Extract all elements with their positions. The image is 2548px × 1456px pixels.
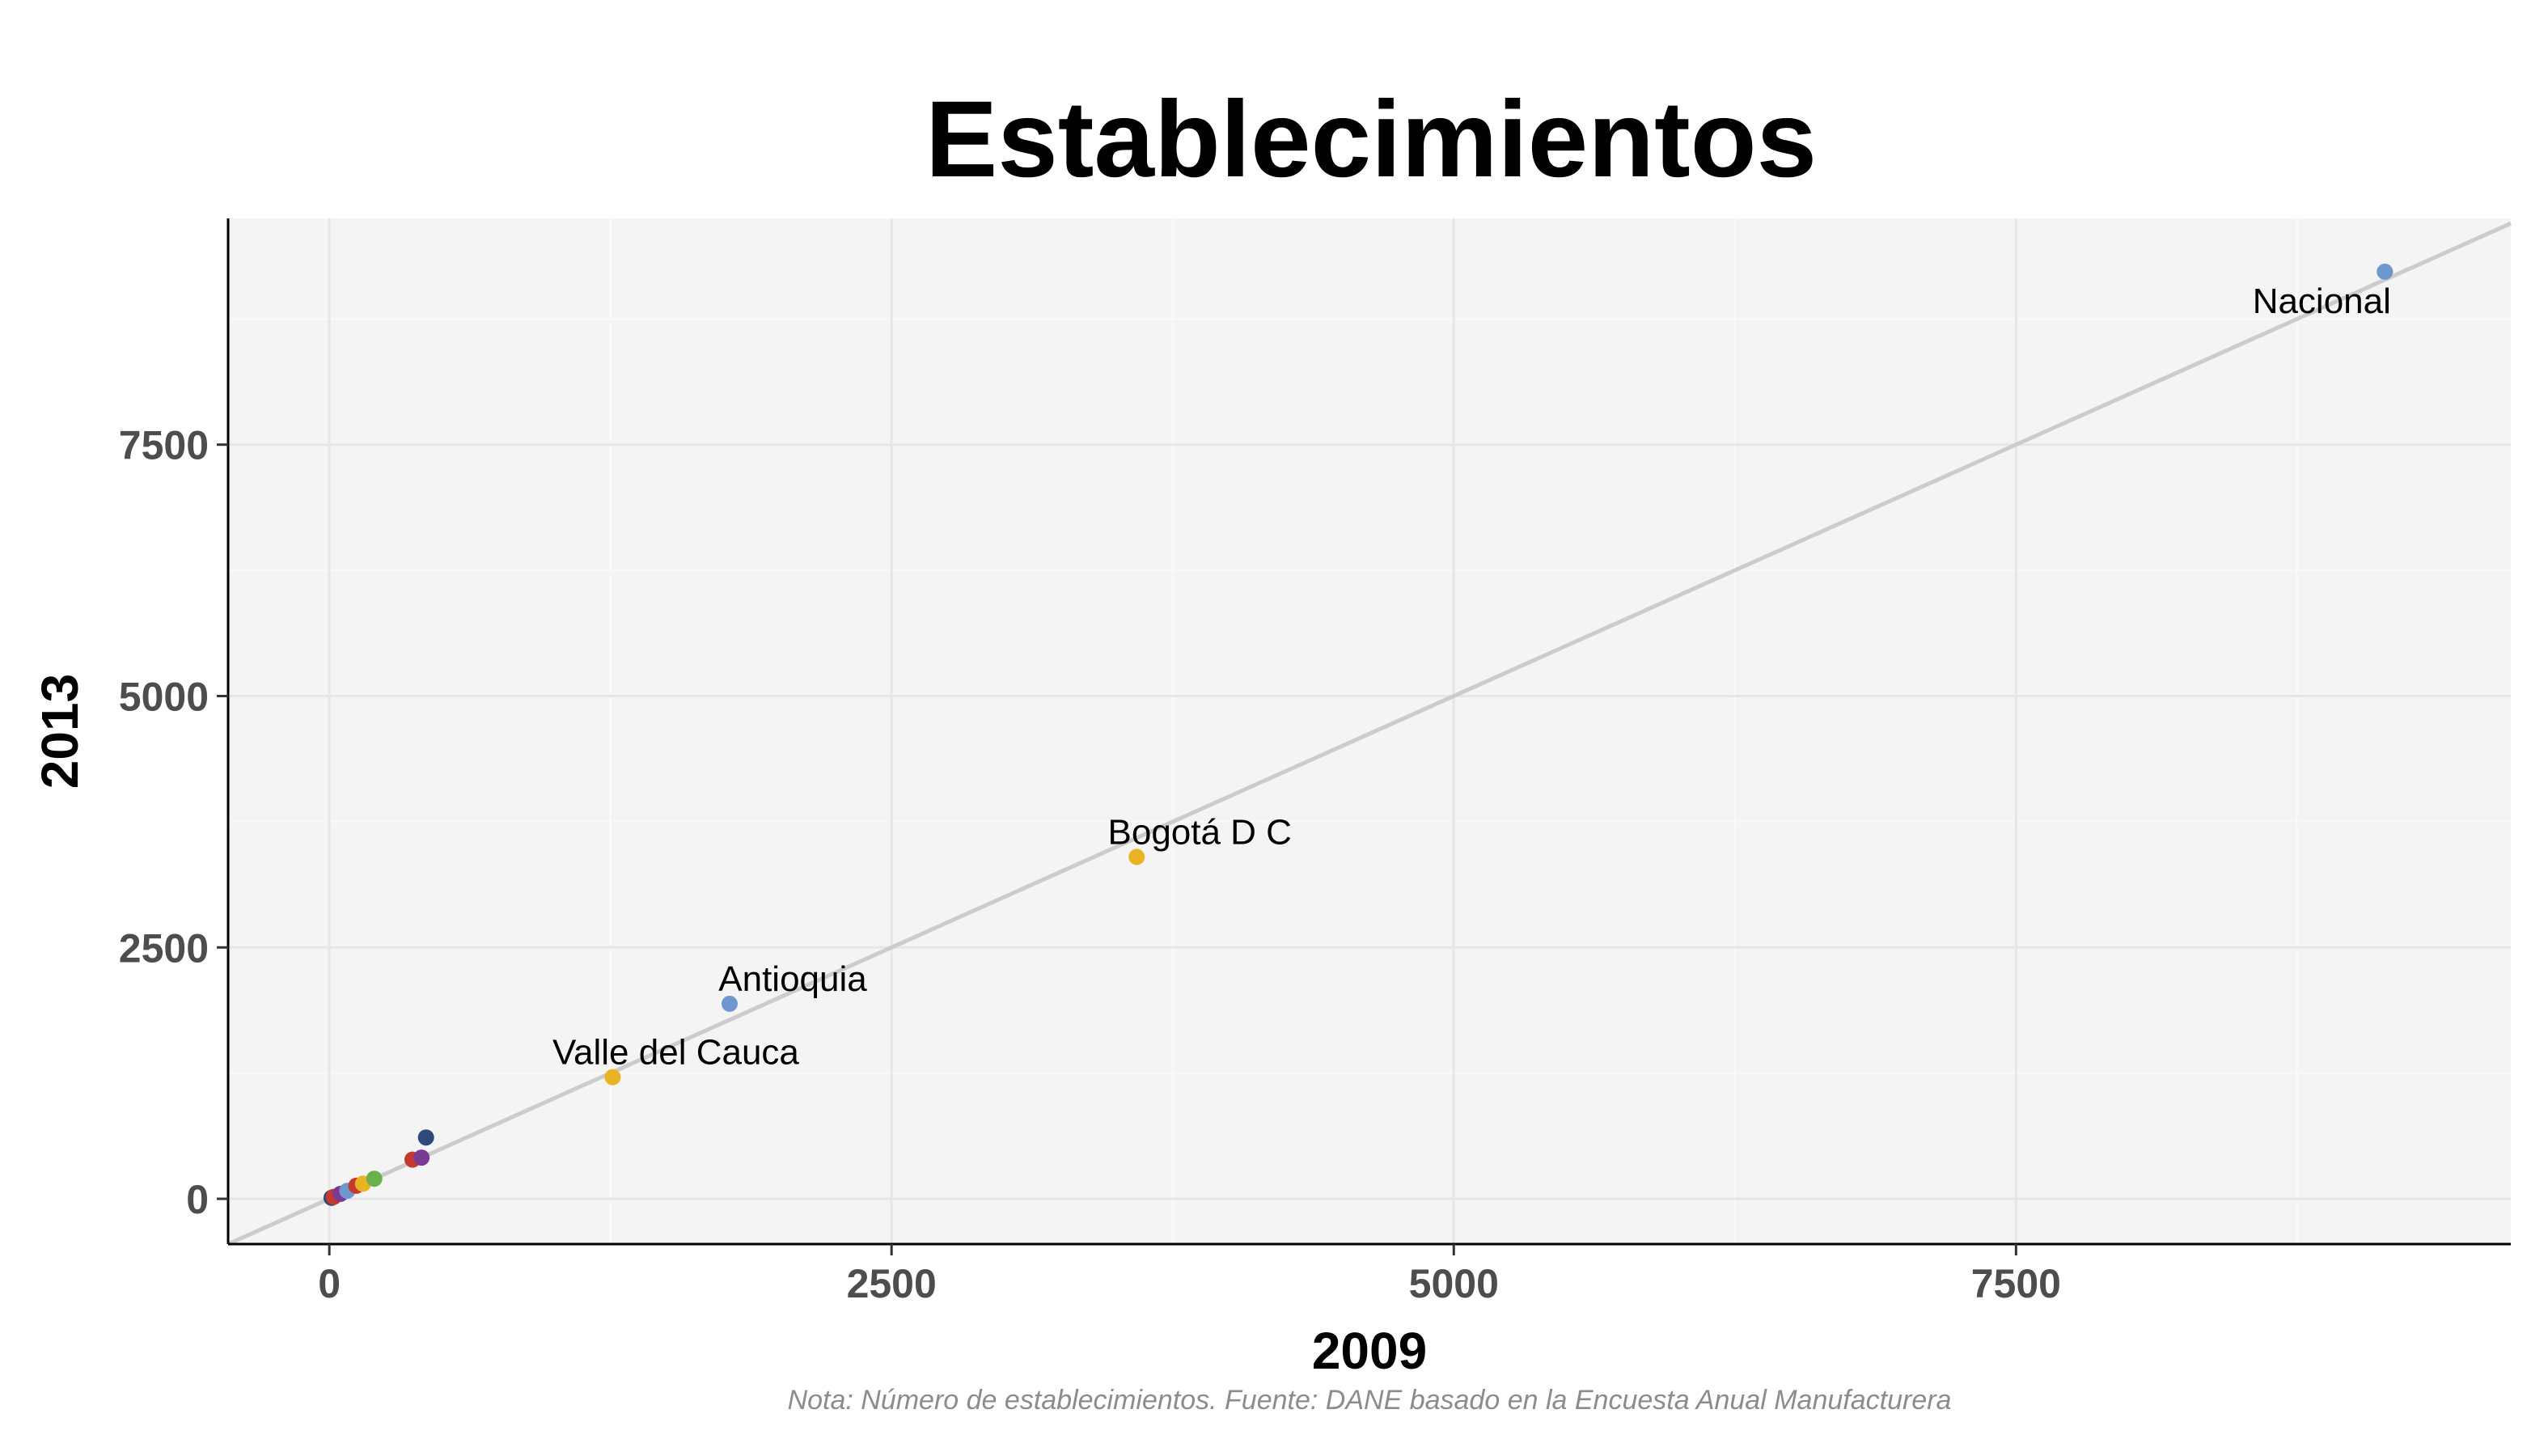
data-point	[1128, 849, 1145, 866]
data-points	[323, 263, 2394, 1206]
data-point	[366, 1170, 383, 1187]
point-labels: Nacional Bogotá D C Antioquia Valle del Cau…	[552, 281, 2391, 1073]
data-point	[722, 995, 739, 1012]
chart-caption: Nota: Número de establecimientos. Fuente…	[788, 1385, 1952, 1416]
point-label: Bogotá D C	[1108, 812, 1292, 852]
point-label: Valle del Cauca	[552, 1033, 799, 1073]
x-tick-label: 5000	[1409, 1261, 1499, 1306]
x-tick-label: 0	[318, 1261, 341, 1306]
y-axis-ticks: 0 2500 5000 7500	[119, 423, 228, 1222]
x-tick-label: 7500	[1971, 1261, 2061, 1306]
data-point	[413, 1149, 430, 1166]
data-point	[604, 1069, 621, 1086]
point-label: Nacional	[2253, 281, 2391, 321]
data-point	[2377, 263, 2394, 280]
y-tick-label: 0	[186, 1177, 209, 1222]
y-axis-title: 2013	[31, 674, 89, 789]
x-axis-ticks: 0 2500 5000 7500	[318, 1244, 2061, 1306]
grid-lines	[228, 218, 2511, 1244]
y-tick-label: 5000	[119, 674, 209, 719]
y-tick-label: 7500	[119, 423, 209, 468]
y-tick-label: 2500	[119, 925, 209, 971]
point-label: Antioquia	[718, 959, 867, 999]
x-tick-label: 2500	[847, 1261, 937, 1306]
x-axis-title: 2009	[1312, 1322, 1427, 1380]
data-point	[417, 1129, 434, 1146]
chart-title: Establecimientos	[925, 79, 1817, 200]
